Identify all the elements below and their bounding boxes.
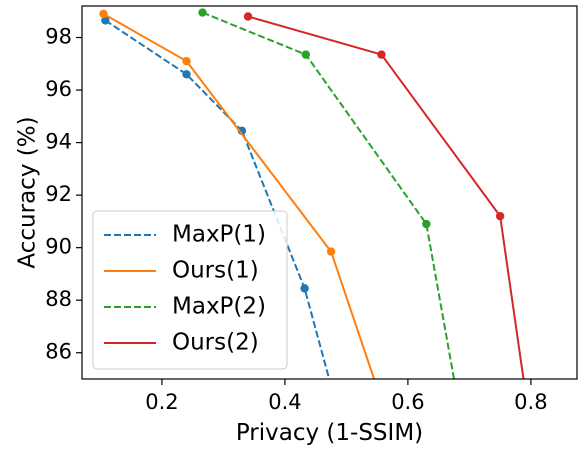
y-axis-label: Accuracy (%) [15,116,41,268]
y-tick-label: 90 [45,235,72,259]
x-tick-label: 0.6 [391,390,424,414]
x-tick-label: 0.2 [145,390,178,414]
y-tick-label: 98 [45,25,72,49]
series-point-2 [99,9,108,19]
series-point-3 [301,50,311,59]
series-point-4 [495,211,505,221]
legend: MaxP(1) Ours(1) MaxP(2) Ours(2) [92,210,288,370]
series-layer [99,8,525,379]
series-point-4 [377,50,386,59]
series-point-2 [182,56,191,66]
y-tick-label: 92 [45,182,72,206]
y-tick-label: 88 [45,287,72,311]
x-axis: 0.2 0.4 0.6 0.8 [145,379,548,414]
series-line-2 [103,13,376,379]
x-axis-label: Privacy (1-SSIM) [236,420,423,446]
series-point-1 [300,284,309,293]
legend-label: Ours(2) [172,330,259,356]
series-point-1 [101,16,110,25]
series-point-2 [326,247,336,256]
plot-frame [81,5,578,380]
series-line-4 [247,15,525,379]
series-point-3 [198,8,207,17]
y-tick-label: 96 [45,77,72,101]
y-axis: 86 88 90 92 94 96 98 [45,25,82,364]
series-line-3 [202,11,456,379]
legend-label: Ours(1) [172,258,259,284]
series-point-1 [182,70,191,79]
legend-box [92,210,288,370]
x-tick-label: 0.8 [514,390,547,414]
series-point-4 [243,12,253,21]
series-point-3 [422,219,431,229]
y-tick-label: 86 [45,340,72,364]
legend-label: MaxP(2) [172,294,266,320]
y-tick-label: 94 [45,130,72,154]
x-tick-label: 0.4 [268,390,301,414]
legend-label: MaxP(1) [172,222,266,248]
